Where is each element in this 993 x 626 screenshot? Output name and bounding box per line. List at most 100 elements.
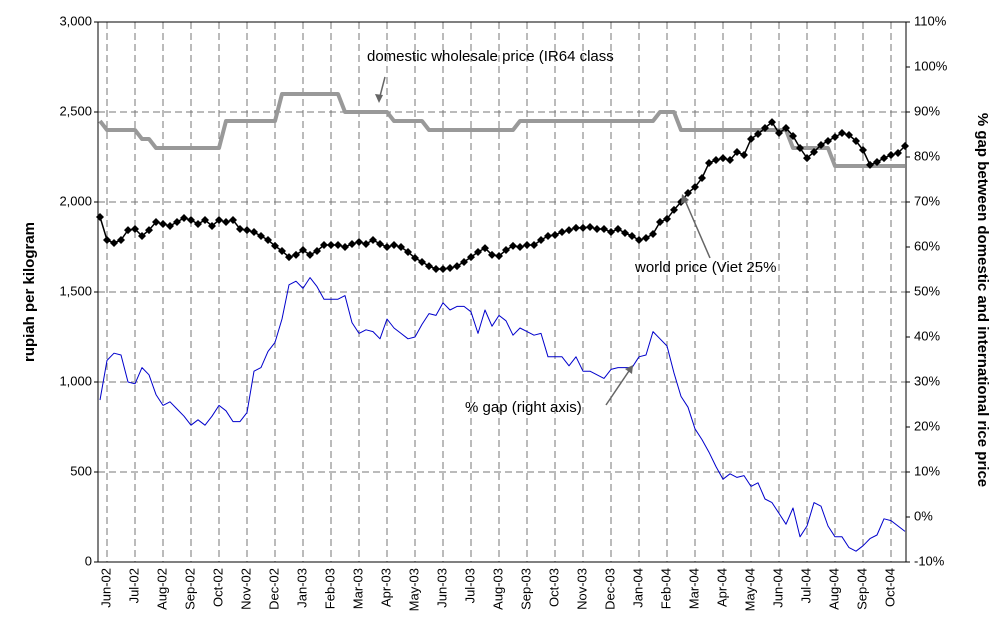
point-marker [894,149,902,158]
y2-tick-label: 70% [914,193,940,208]
y2-tick-label: 80% [914,148,940,163]
point-marker [719,154,727,163]
point-marker [859,145,867,154]
point-marker [264,235,272,244]
series-line [99,277,906,552]
y2-tick-label: 0% [914,508,933,523]
point-marker [810,147,818,156]
arrow [683,197,711,259]
point-marker [789,131,797,140]
y-tick-label: 1,000 [59,373,92,388]
point-marker [747,135,755,143]
x-tick-label: Aug-04 [826,568,841,610]
point-marker [775,129,783,138]
point-marker [418,257,426,266]
point-marker [243,226,251,235]
x-tick-label: May-03 [406,568,421,611]
point-marker [299,246,307,255]
point-marker [607,228,615,237]
point-marker [614,225,622,233]
point-marker [495,252,503,260]
point-marker [187,216,195,224]
point-marker [593,225,601,233]
point-marker [817,140,825,149]
point-marker [754,129,762,138]
point-marker [348,239,356,248]
point-marker [453,262,461,271]
point-marker [565,226,573,235]
point-marker [215,216,223,224]
x-tick-label: Jan-04 [630,568,645,608]
point-marker [222,217,230,226]
x-tick-label: Aug-02 [154,568,169,610]
series-label: domestic wholesale price (IR64 class [367,48,614,65]
point-marker [390,241,398,250]
x-tick-label: Aug-03 [490,568,505,610]
point-marker [600,225,608,233]
point-marker [488,250,496,259]
x-tick-label: Mar-04 [686,568,701,609]
y2-tick-label: 20% [914,418,940,433]
point-marker [432,264,440,273]
point-marker [628,232,636,241]
x-tick-label: May-04 [742,568,757,611]
y2-tick-label: 60% [914,238,940,253]
point-marker [327,241,335,250]
point-marker [768,118,776,127]
point-marker [516,243,524,251]
x-tick-label: Feb-04 [658,568,673,609]
y2-tick-label: 50% [914,283,940,298]
point-marker [103,235,111,244]
point-marker [110,239,118,248]
point-marker [572,223,580,232]
point-marker [467,253,475,262]
series-label: % gap (right axis) [465,399,582,416]
point-marker [733,147,741,156]
point-marker [656,217,664,226]
point-marker [362,239,370,248]
point-marker [194,219,202,228]
point-marker [236,225,244,233]
x-tick-label: Jan-03 [294,568,309,608]
point-marker [649,230,657,239]
point-marker [670,205,678,214]
point-marker [481,244,489,253]
point-marker [523,241,531,250]
point-marker [138,232,146,241]
point-marker [250,228,258,237]
point-marker [726,156,734,165]
point-marker [796,144,804,152]
point-marker [838,129,846,138]
point-marker [201,216,209,224]
x-tick-label: Dec-02 [266,568,281,610]
point-marker [880,154,888,163]
y2-axis-title: % gap between domestic and international… [974,113,991,487]
point-marker [292,250,300,259]
point-marker [208,221,216,230]
point-marker [586,223,594,232]
x-tick-label: Jul-04 [798,568,813,603]
point-marker [684,189,692,197]
x-tick-label: Sep-02 [182,568,197,610]
x-tick-label: Feb-03 [322,568,337,609]
arrow-head [625,365,633,374]
point-marker [621,228,629,237]
point-marker [551,230,559,239]
marks [96,92,909,552]
point-marker [257,232,265,241]
x-tick-label: Jul-03 [462,568,477,603]
point-marker [887,151,895,160]
point-marker [642,234,650,242]
x-tick-label: Nov-03 [574,568,589,610]
point-marker [313,246,321,255]
y2-tick-label: 110% [914,13,947,28]
y-axis-title: rupiah per kilogram [21,222,38,362]
point-marker [425,262,433,271]
y-tick-label: 1,500 [59,283,92,298]
point-marker [271,241,279,250]
point-marker [341,243,349,251]
point-marker [558,228,566,237]
x-tick-label: Sep-03 [518,568,533,610]
point-marker [691,183,699,192]
